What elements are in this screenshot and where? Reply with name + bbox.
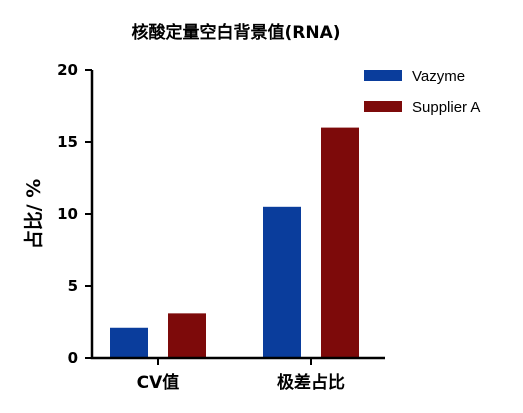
legend: Vazyme Supplier A <box>364 68 480 116</box>
y-tick-label-15: 15 <box>57 133 78 151</box>
bar-vazyme-1 <box>110 327 148 358</box>
y-tick-label-0: 0 <box>68 349 78 367</box>
legend-swatch-supplier-a <box>364 101 402 112</box>
legend-label-supplier-a: Supplier A <box>412 99 480 116</box>
x-tick-label-2: 极差占比 <box>277 372 345 393</box>
bar-supplier-a-1 <box>168 313 206 358</box>
y-tick-label-5: 5 <box>68 277 78 295</box>
bar-supplier-a-2 <box>321 127 359 358</box>
chart-title: 核酸定量空白背景值(RNA) <box>131 22 340 43</box>
x-tick-label-1: CV值 <box>137 372 180 393</box>
legend-label-vazyme: Vazyme <box>412 68 465 85</box>
y-tick-label-20: 20 <box>57 61 78 79</box>
plot-area: 0 5 10 15 20 CV值 极差占比 <box>57 61 385 393</box>
bar-vazyme-2 <box>263 206 301 358</box>
y-tick-label-10: 10 <box>57 205 78 223</box>
legend-swatch-vazyme <box>364 70 402 81</box>
y-axis-title: 占比/ % <box>22 179 45 250</box>
